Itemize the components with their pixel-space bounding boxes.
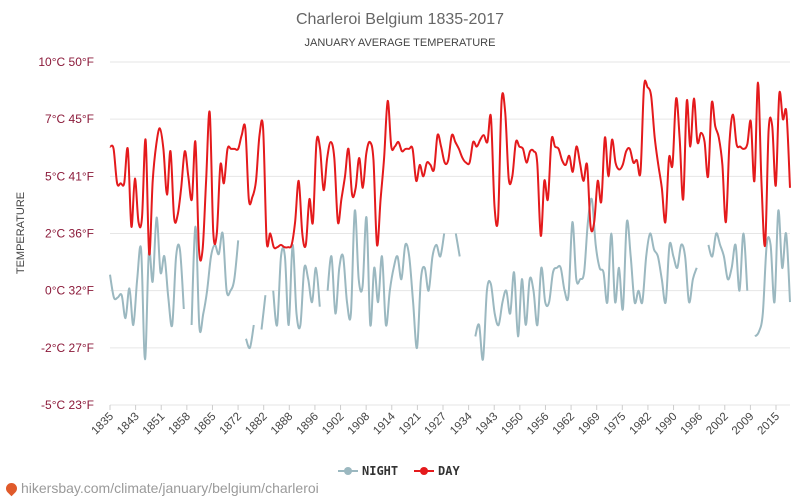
y-tick-label: 2°C 36°F bbox=[45, 227, 94, 241]
x-tick-label: 1927 bbox=[423, 411, 450, 438]
series-line-night bbox=[754, 209, 791, 338]
x-tick-label: 2002 bbox=[704, 411, 731, 438]
y-axis-label: TEMPERATURE bbox=[15, 192, 27, 274]
y-tick-label: 7°C 45°F bbox=[45, 112, 94, 126]
series-line-night bbox=[326, 209, 446, 349]
x-tick-label: 1835 bbox=[90, 411, 117, 438]
x-tick-label: 1956 bbox=[525, 411, 552, 438]
series-line-night bbox=[474, 197, 698, 361]
series-line-night bbox=[260, 295, 267, 330]
x-tick-label: 1872 bbox=[218, 411, 245, 438]
x-tick-label: 1969 bbox=[576, 411, 603, 438]
y-tick-label: -5°C 23°F bbox=[41, 398, 94, 412]
y-tick-label: -2°C 27°F bbox=[41, 341, 94, 355]
x-tick-label: 1943 bbox=[474, 411, 501, 438]
series-line-night bbox=[707, 232, 749, 292]
series-line-night bbox=[245, 324, 255, 350]
x-tick-label: 1858 bbox=[166, 411, 193, 438]
series-lines bbox=[109, 79, 791, 361]
x-tick-label: 1934 bbox=[448, 410, 475, 437]
x-tick-label: 1975 bbox=[602, 411, 629, 438]
x-tick-label: 1851 bbox=[141, 411, 168, 438]
legend-item-night[interactable]: NIGHT bbox=[338, 464, 398, 478]
x-tick-label: 1990 bbox=[653, 411, 680, 438]
series-line-night bbox=[190, 225, 240, 334]
series-day bbox=[109, 79, 791, 262]
x-tick-label: 1914 bbox=[371, 410, 398, 437]
source-link[interactable]: hikersbay.com/climate/january/belgium/ch… bbox=[3, 480, 319, 497]
x-tick-label: 1982 bbox=[627, 411, 654, 438]
x-tick-label: 1843 bbox=[115, 411, 142, 438]
x-axis: 1835 1843 1851 1858 1865 1872 1882 1888 1896 1902… bbox=[90, 405, 783, 438]
x-tick-label: 1865 bbox=[192, 411, 219, 438]
chart-title: Charleroi Belgium 1835-2017 bbox=[296, 11, 504, 28]
series-line-night bbox=[109, 216, 185, 361]
chart-subtitle: JANUARY AVERAGE TEMPERATURE bbox=[305, 37, 496, 49]
x-tick-label: 1950 bbox=[499, 411, 526, 438]
y-axis: 10°C 50°F 7°C 45°F 5°C 41°F 2°C 36°F 0°C 32°… bbox=[38, 55, 94, 412]
x-tick-label: 1888 bbox=[269, 411, 296, 438]
x-tick-label: 1962 bbox=[551, 411, 578, 438]
x-tick-label: 1902 bbox=[320, 411, 347, 438]
series-line-night bbox=[454, 233, 461, 257]
y-tick-label: 5°C 41°F bbox=[45, 169, 94, 183]
series-line-night bbox=[272, 243, 321, 330]
x-tick-label: 1896 bbox=[294, 411, 321, 438]
legend-item-day[interactable]: DAY bbox=[414, 464, 460, 478]
source-text: hikersbay.com/climate/january/belgium/ch… bbox=[21, 480, 319, 496]
x-tick-label: 2009 bbox=[730, 411, 757, 438]
series-line-day bbox=[109, 79, 791, 262]
y-tick-label: 0°C 32°F bbox=[45, 284, 94, 298]
x-tick-label: 1921 bbox=[397, 411, 424, 438]
legend-label-day: DAY bbox=[438, 464, 460, 478]
legend[interactable]: NIGHT DAY bbox=[338, 464, 460, 478]
y-tick-label: 10°C 50°F bbox=[38, 55, 94, 69]
x-tick-label: 1882 bbox=[243, 411, 270, 438]
location-pin-icon bbox=[3, 480, 20, 497]
x-tick-label: 1996 bbox=[679, 411, 706, 438]
x-tick-label: 1908 bbox=[346, 411, 373, 438]
x-tick-label: 2015 bbox=[756, 411, 783, 438]
legend-label-night: NIGHT bbox=[362, 464, 398, 478]
series-night bbox=[109, 197, 791, 361]
